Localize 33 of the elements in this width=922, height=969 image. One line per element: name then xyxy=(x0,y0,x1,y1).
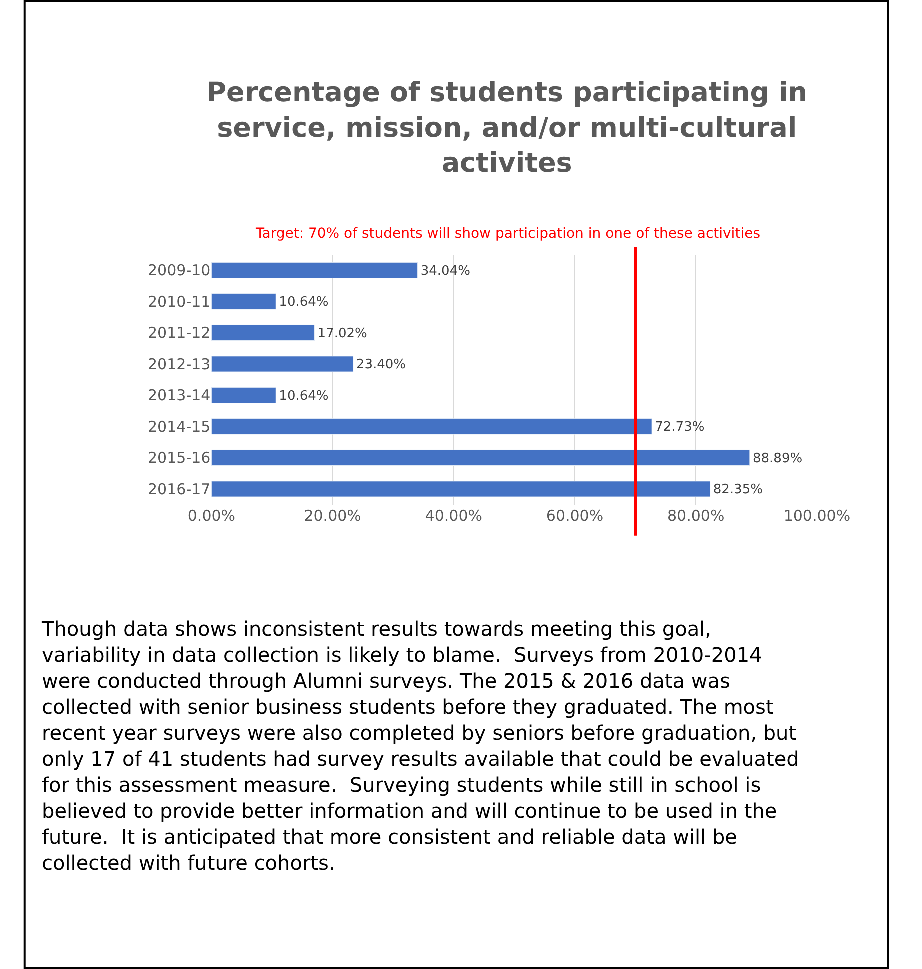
bar xyxy=(212,324,316,342)
data-label: 88.89% xyxy=(752,451,803,466)
data-label: 72.73% xyxy=(655,420,705,436)
x-tick-label: 20.00% xyxy=(304,506,362,525)
chart-title: Percentage of students participating in service, mission, and/or multi-cultural activites xyxy=(206,78,808,179)
y-tick-label: 2014-15 xyxy=(148,418,211,436)
x-tick-label: 60.00% xyxy=(546,506,604,525)
x-tick-label: 0.00% xyxy=(188,506,236,525)
y-tick-label: 2010-11 xyxy=(148,292,211,311)
ref-line-label: Target: 70% of students will show participation in one of these activities xyxy=(255,226,760,242)
y-tick-label: 2009-10 xyxy=(148,262,211,280)
bar xyxy=(212,450,750,466)
data-label: 23.40% xyxy=(356,358,406,373)
x-tick-label: 100.00% xyxy=(784,506,851,525)
data-label: 82.35% xyxy=(713,482,763,498)
y-tick-label: 2011-12 xyxy=(148,324,211,342)
data-label: 34.04% xyxy=(420,264,470,279)
data-label: 10.64% xyxy=(279,388,329,404)
text: Though data shows inconsistent results towards meeting this goal, variability in data collection is likely to blame. Surveys from 2010-2014 were conducted through Alumni surveys. The 2015 & 2016 data was collected with senior business students before they graduated. The most recent year surveys were also completed by seniors before graduation, but only 17 of 41 students had survey results available that could be evaluated for this assessment measure. Surveying students while still in school is believed to provide better information and will continue to be used in the future. It is anticipated that more consistent and reliable data will be collected with future cohorts. xyxy=(42,617,800,875)
bar xyxy=(212,387,276,404)
bar xyxy=(212,294,276,310)
bar xyxy=(212,356,354,372)
data-label: 17.02% xyxy=(318,326,368,342)
data-label: 10.64% xyxy=(279,295,329,310)
bar xyxy=(212,418,652,435)
bar xyxy=(212,481,711,498)
y-tick-label: 2015-16 xyxy=(148,449,211,468)
y-tick-label: 2013-14 xyxy=(148,386,211,405)
x-tick-label: 40.00% xyxy=(425,506,483,525)
y-tick-label: 2012-13 xyxy=(148,355,211,374)
y-tick-label: 2016-17 xyxy=(148,480,211,498)
bar xyxy=(212,262,418,279)
x-tick-label: 80.00% xyxy=(668,506,725,525)
